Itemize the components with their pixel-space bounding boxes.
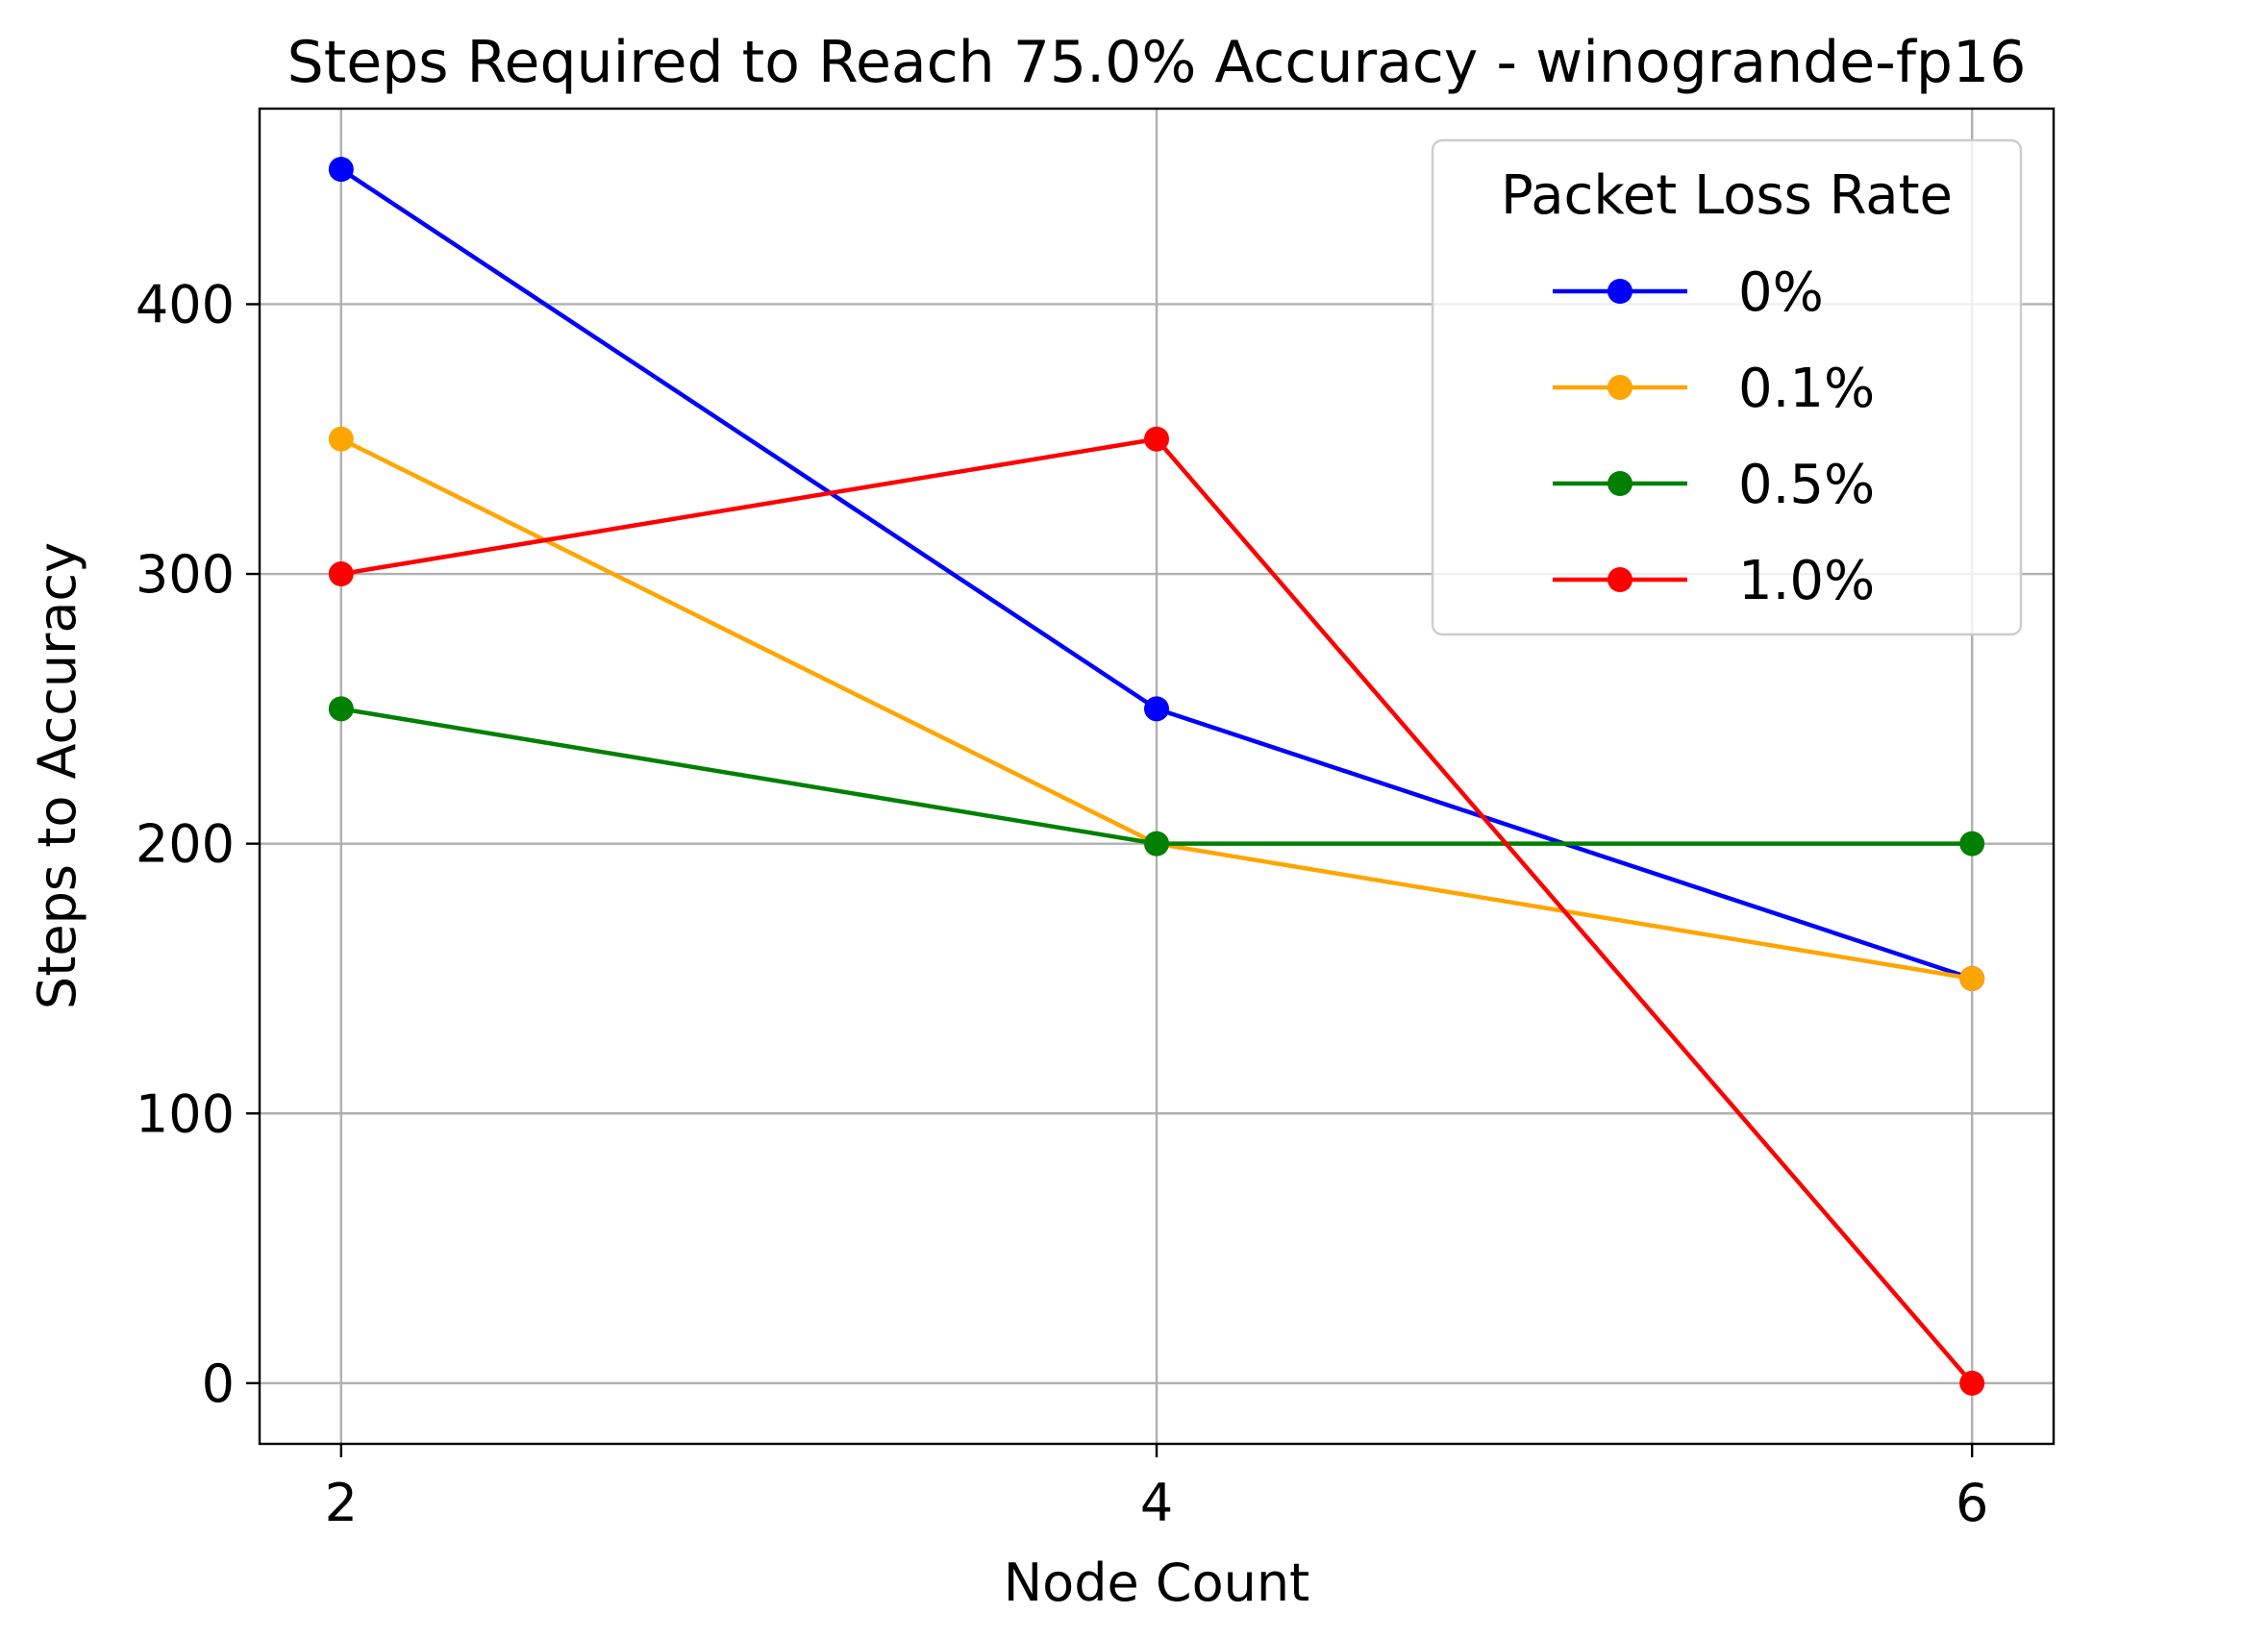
x-axis-label: Node Count — [1004, 1552, 1309, 1613]
legend-marker — [1608, 279, 1632, 304]
data-point — [1959, 1370, 1985, 1396]
data-series — [328, 157, 1985, 1396]
data-point — [328, 696, 354, 722]
legend-label: 0% — [1738, 261, 1824, 324]
y-tick-label: 0 — [202, 1353, 235, 1414]
legend-items: 0% 0.1% 0.5% 1.0% — [1553, 261, 1875, 612]
legend-label: 0.5% — [1738, 454, 1875, 516]
x-tick-label: 6 — [1956, 1473, 1988, 1533]
series-2 — [328, 696, 1985, 857]
legend-item: 0.1% — [1553, 358, 1875, 420]
legend-item: 0% — [1553, 261, 1824, 324]
data-point — [1144, 831, 1169, 857]
chart-title: Steps Required to Reach 75.0% Accuracy -… — [287, 29, 2027, 96]
legend-item: 0.5% — [1553, 454, 1875, 516]
x-tick-label: 4 — [1140, 1473, 1173, 1533]
legend-item: 1.0% — [1553, 550, 1875, 612]
axis-ticks: 2 4 6 0 100 200 300 400 — [136, 274, 1988, 1533]
data-point — [328, 426, 354, 452]
data-point — [1959, 965, 1985, 991]
x-tick-label: 2 — [325, 1473, 358, 1533]
y-tick-label: 100 — [136, 1083, 235, 1144]
legend-marker — [1608, 567, 1632, 592]
y-axis-label: Steps to Accuracy — [27, 542, 87, 1009]
data-point — [1144, 426, 1169, 452]
data-point — [328, 561, 354, 587]
data-point — [1144, 696, 1169, 722]
legend-label: 0.1% — [1738, 358, 1875, 420]
legend: Packet Loss Rate 0% 0.1% 0.5% 1.0% — [1431, 138, 2023, 636]
legend-label: 1.0% — [1738, 550, 1875, 612]
data-point — [328, 157, 354, 183]
y-tick-label: 200 — [136, 814, 235, 875]
legend-title: Packet Loss Rate — [1501, 164, 1953, 227]
y-tick-label: 300 — [136, 544, 235, 605]
data-point — [1959, 831, 1985, 857]
y-tick-label: 400 — [136, 274, 235, 335]
legend-marker — [1608, 375, 1632, 400]
legend-frame — [1431, 138, 2023, 636]
series-3 — [328, 426, 1985, 1396]
legend-marker — [1608, 471, 1632, 496]
